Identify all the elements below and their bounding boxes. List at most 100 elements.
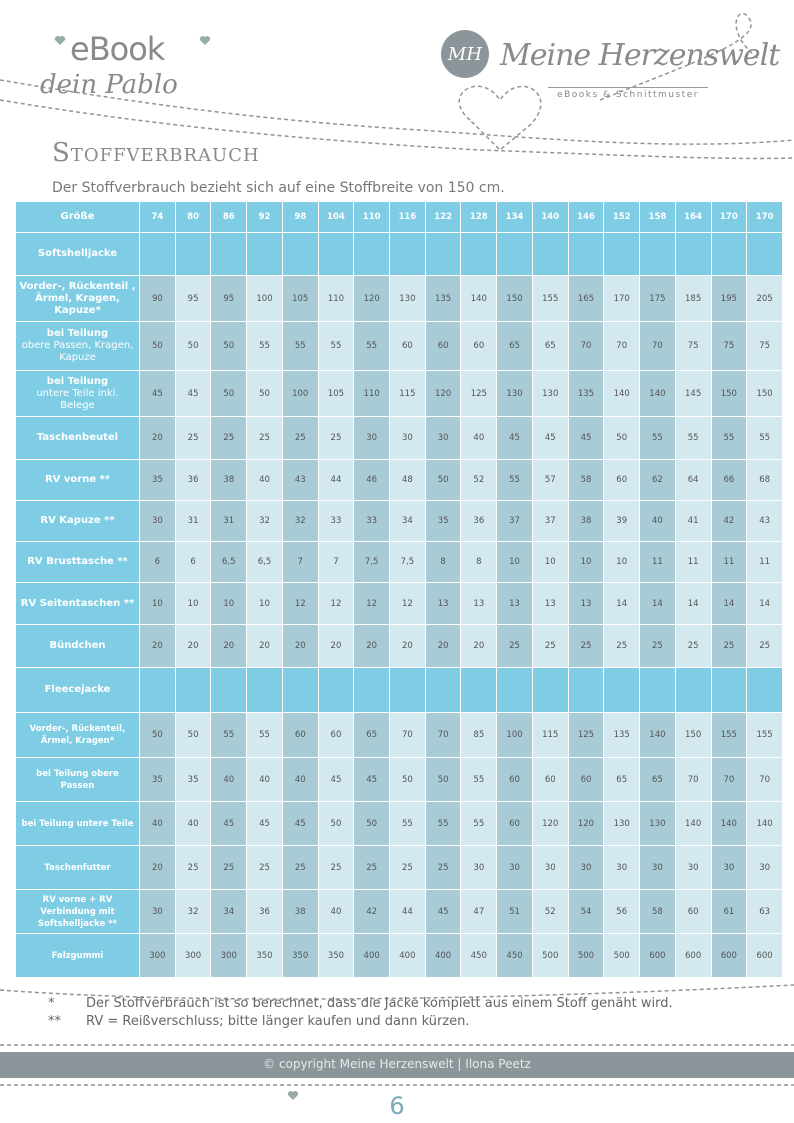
value-cell: 20 bbox=[317, 624, 355, 668]
value-cell: 300 bbox=[174, 933, 212, 978]
value-cell: 95 bbox=[174, 275, 212, 322]
value-cell: 45 bbox=[281, 801, 319, 846]
value-cell: 25 bbox=[174, 845, 212, 890]
value-cell: 600 bbox=[710, 933, 748, 978]
empty-cell bbox=[353, 667, 391, 713]
value-cell: 38 bbox=[281, 889, 319, 934]
value-cell: 20 bbox=[174, 624, 212, 668]
value-cell: 13 bbox=[496, 582, 533, 625]
size-cell: 134 bbox=[496, 201, 533, 233]
section-label: Softshelljacke bbox=[15, 232, 140, 276]
value-cell: 500 bbox=[567, 933, 605, 978]
value-cell: 40 bbox=[246, 757, 283, 802]
value-cell: 60 bbox=[603, 459, 641, 501]
value-cell: 25 bbox=[710, 624, 748, 668]
table-row: bei Teilung obere Passen, Kragen, Kapuze 5… bbox=[15, 321, 783, 371]
value-cell: 500 bbox=[603, 933, 641, 978]
row-label: bei Teilung untere Teile inkl. Belege bbox=[15, 370, 140, 417]
empty-cell bbox=[424, 232, 462, 276]
value-cell: 50 bbox=[424, 459, 462, 501]
value-cell: 12 bbox=[353, 582, 391, 625]
value-cell: 51 bbox=[496, 889, 533, 934]
value-cell: 14 bbox=[603, 582, 641, 625]
size-cell: 128 bbox=[460, 201, 498, 233]
value-cell: 155 bbox=[710, 712, 748, 758]
value-cell: 120 bbox=[424, 370, 462, 417]
value-cell: 31 bbox=[174, 500, 212, 542]
logo: MH bbox=[441, 30, 489, 78]
label-main: Bündchen bbox=[49, 640, 106, 651]
value-cell: 20 bbox=[246, 624, 283, 668]
value-cell: 30 bbox=[139, 889, 176, 934]
table-row: RV Brusttasche ** 6 6 6,5 6,5 7 7 7,5 7,5 8 8 10 10 1… bbox=[15, 541, 783, 583]
value-cell: 36 bbox=[460, 500, 498, 542]
value-cell: 55 bbox=[746, 416, 783, 460]
label-main: bei Teilung bbox=[46, 328, 109, 339]
value-cell: 45 bbox=[567, 416, 605, 460]
value-cell: 50 bbox=[139, 712, 176, 758]
value-cell: 10 bbox=[174, 582, 212, 625]
value-cell: 13 bbox=[460, 582, 498, 625]
value-cell: 130 bbox=[531, 370, 569, 417]
value-cell: 45 bbox=[531, 416, 569, 460]
value-cell: 6,5 bbox=[246, 541, 283, 583]
value-cell: 175 bbox=[639, 275, 676, 322]
table-row: RV vorne ** 35 36 38 40 43 44 46 48 50 52 55 57 58 60 6… bbox=[15, 459, 783, 501]
value-cell: 44 bbox=[389, 889, 426, 934]
value-cell: 55 bbox=[639, 416, 676, 460]
size-cell: 122 bbox=[424, 201, 462, 233]
empty-cell bbox=[210, 667, 248, 713]
value-cell: 135 bbox=[567, 370, 605, 417]
size-cell: 158 bbox=[639, 201, 676, 233]
value-cell: 140 bbox=[746, 801, 783, 846]
value-cell: 20 bbox=[281, 624, 319, 668]
value-cell: 20 bbox=[139, 624, 176, 668]
value-cell: 100 bbox=[281, 370, 319, 417]
value-cell: 155 bbox=[746, 712, 783, 758]
value-cell: 13 bbox=[424, 582, 462, 625]
value-cell: 55 bbox=[210, 712, 248, 758]
value-cell: 45 bbox=[174, 370, 212, 417]
value-cell: 55 bbox=[424, 801, 462, 846]
value-cell: 170 bbox=[603, 275, 641, 322]
empty-cell bbox=[246, 232, 283, 276]
row-label: RV Kapuze ** bbox=[15, 500, 140, 542]
empty-cell bbox=[674, 667, 712, 713]
value-cell: 100 bbox=[246, 275, 283, 322]
size-cell: 92 bbox=[246, 201, 283, 233]
value-cell: 46 bbox=[353, 459, 391, 501]
size-cell: 104 bbox=[317, 201, 355, 233]
empty-cell bbox=[174, 232, 212, 276]
empty-cell bbox=[424, 667, 462, 713]
table-row: RV Seitentaschen ** 10 10 10 10 12 12 12 12 13 13 1… bbox=[15, 582, 783, 625]
value-cell: 10 bbox=[139, 582, 176, 625]
value-cell: 37 bbox=[531, 500, 569, 542]
value-cell: 350 bbox=[317, 933, 355, 978]
label-main: RV Brusttasche ** bbox=[27, 556, 128, 567]
empty-cell bbox=[210, 232, 248, 276]
value-cell: 25 bbox=[603, 624, 641, 668]
value-cell: 110 bbox=[317, 275, 355, 322]
size-cell: 98 bbox=[281, 201, 319, 233]
value-cell: 10 bbox=[246, 582, 283, 625]
value-cell: 30 bbox=[746, 845, 783, 890]
value-cell: 140 bbox=[460, 275, 498, 322]
value-cell: 65 bbox=[531, 321, 569, 371]
label-main: RV Seitentaschen ** bbox=[20, 597, 135, 609]
value-cell: 60 bbox=[674, 889, 712, 934]
empty-cell bbox=[460, 667, 498, 713]
value-cell: 20 bbox=[139, 416, 176, 460]
value-cell: 105 bbox=[281, 275, 319, 322]
value-cell: 130 bbox=[639, 801, 676, 846]
value-cell: 52 bbox=[531, 889, 569, 934]
value-cell: 40 bbox=[139, 801, 176, 846]
label-main: RV Kapuze ** bbox=[40, 515, 115, 526]
value-cell: 60 bbox=[389, 321, 426, 371]
value-cell: 25 bbox=[496, 624, 533, 668]
value-cell: 450 bbox=[496, 933, 533, 978]
value-cell: 40 bbox=[639, 500, 676, 542]
value-cell: 43 bbox=[746, 500, 783, 542]
value-cell: 25 bbox=[531, 624, 569, 668]
value-cell: 37 bbox=[496, 500, 533, 542]
value-cell: 47 bbox=[460, 889, 498, 934]
